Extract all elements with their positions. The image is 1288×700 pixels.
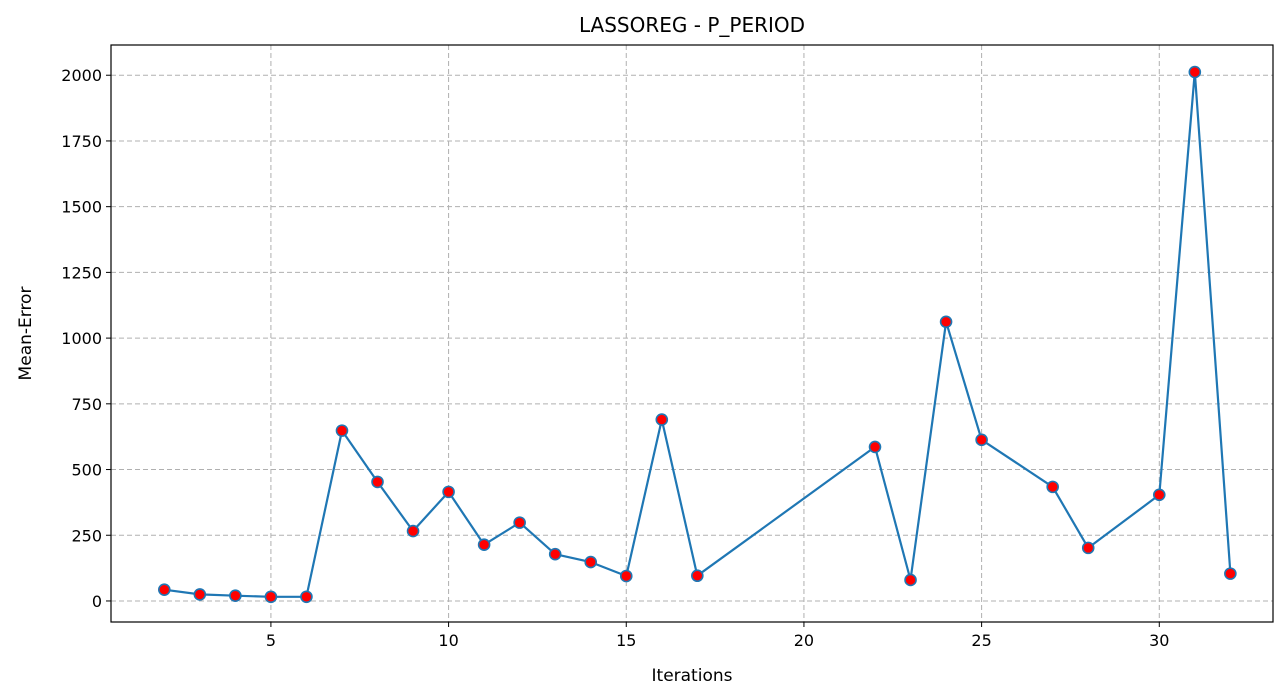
data-point [1188,65,1202,79]
data-point [584,555,598,569]
data-point [1046,480,1059,494]
y-tick-label: 1000 [61,329,102,348]
data-point [477,538,491,552]
tick-layer: 5 10 15 20 25 30 0 250 500 750 1000 1250 1500 1750 200… [61,66,1169,650]
data-point [1224,567,1237,580]
data-point [548,547,562,561]
plot-frame [110,44,1274,623]
x-tick-label: 10 [438,631,458,650]
data-point [939,315,953,329]
data-point [335,424,349,437]
series-layer [158,65,1237,604]
data-point [158,583,171,596]
y-axis-label: Mean-Error [16,287,36,381]
data-point [619,569,633,583]
data-point [975,433,988,447]
data-point [904,573,917,587]
x-tick-label: 20 [794,631,814,650]
y-tick-label: 1250 [61,263,102,282]
y-tick-label: 2000 [61,66,102,85]
y-tick-label: 0 [92,592,102,611]
x-tick-label: 5 [266,631,276,650]
y-tick-label: 1500 [61,198,102,217]
data-point [1152,488,1166,502]
data-point [406,524,420,538]
data-point [868,440,882,454]
data-point [300,590,313,604]
chart-title: LASSOREG - P_PERIOD [579,13,805,37]
y-tick-label: 500 [71,461,102,480]
data-point [193,588,207,601]
y-tick-label: 250 [71,526,102,545]
data-point [229,589,242,603]
data-point [691,569,704,583]
data-point [442,485,455,499]
y-tick-label: 1750 [61,132,102,151]
x-tick-label: 15 [616,631,636,650]
data-point [371,475,384,489]
y-tick-label: 750 [71,395,102,414]
data-point [655,413,669,426]
data-point [264,590,278,604]
x-tick-label: 25 [971,631,991,650]
data-point [1081,541,1095,555]
grid-layer [111,45,1273,622]
x-tick-label: 30 [1149,631,1169,650]
x-axis-label: Iterations [652,666,733,686]
data-point [513,516,526,529]
